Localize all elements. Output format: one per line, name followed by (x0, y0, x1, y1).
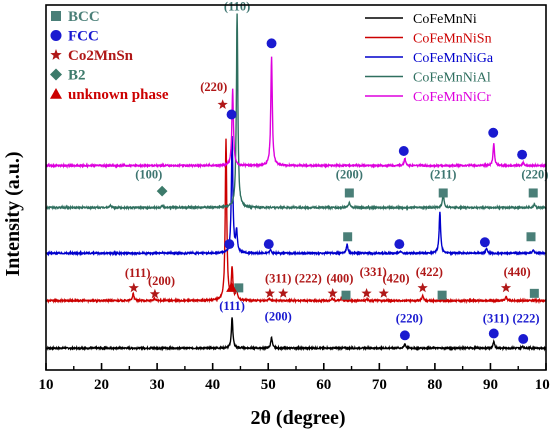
peak-marker-star (278, 288, 289, 298)
legend-label-cofemnni: CoFeMnNi (413, 12, 477, 27)
peak-marker-circle (488, 328, 499, 339)
phase-legend: BCC FCC Co2MnSn B2 unknown phase (50, 9, 169, 103)
peak-marker-circle (266, 38, 277, 49)
peak-label: (200) (265, 310, 292, 324)
peak-marker-circle (263, 239, 274, 250)
peak-marker-circle (226, 109, 237, 120)
peak-marker-square (437, 290, 447, 300)
peak-label: (440) (504, 265, 531, 279)
annotation-layer: (110)(220)(100) (200) (211) (220)(111)(200)… (125, 0, 548, 344)
peak-label: (222) (512, 312, 539, 326)
peak-marker-square (528, 188, 538, 198)
x-tick-label: 10 (39, 377, 54, 393)
peak-label: (200) (148, 274, 175, 288)
phase-symbol-unknown-phase (50, 88, 62, 99)
peak-marker-circle (398, 146, 409, 156)
peak-marker-star (128, 282, 139, 293)
peak-label: (200) (336, 167, 363, 181)
x-tick-label: 20 (94, 377, 109, 393)
peak-label: (311) (483, 312, 509, 326)
peak-marker-star (264, 288, 275, 298)
peak-marker-diamond (156, 185, 168, 197)
legend: CoFeMnNi CoFeMnNiSn CoFeMnNiGa CoFeMnNiAl Co… (365, 12, 494, 105)
peak-marker-circle (479, 237, 490, 248)
phase-symbol-co2mnsn (50, 49, 62, 60)
peak-marker-square (526, 232, 536, 242)
peak-marker-circle (224, 239, 235, 250)
peak-marker-square (341, 290, 351, 300)
x-tick-label: 70 (372, 377, 387, 393)
peak-marker-star (217, 99, 228, 109)
peak-label: (331) (360, 265, 387, 279)
series-line-cofemnnial (45, 13, 547, 212)
peak-label: (420) (382, 271, 409, 285)
peak-label: (100) (135, 167, 162, 181)
peak-marker-star (417, 282, 428, 293)
legend-label-cofemnnial: CoFeMnNiAl (413, 71, 491, 86)
series-line-cofemnnicr (45, 56, 547, 170)
series-line-cofemnniga (45, 135, 547, 257)
x-tick-label: 40 (205, 377, 220, 393)
series-line-cofemnni (45, 317, 547, 352)
x-tick-label: 30 (150, 377, 165, 393)
legend-label-cofemnniga: CoFeMnNiGa (413, 51, 494, 66)
x-tick-label: 100 (535, 377, 550, 393)
peak-label: (211) (430, 167, 456, 181)
peak-label: (422) (416, 265, 443, 279)
peak-label: (110) (224, 0, 250, 13)
phase-label-unknown-phase: unknown phase (68, 87, 169, 103)
peak-label: (220) (521, 167, 548, 181)
peak-marker-star (361, 288, 372, 298)
peak-marker-square (343, 232, 353, 242)
phase-label-bcc: BCC (68, 9, 100, 25)
phase-symbol-bcc (51, 11, 61, 21)
x-axis-label: 2θ (degree) (250, 407, 345, 429)
x-tick-label: 50 (261, 377, 276, 393)
x-tick-label: 60 (316, 377, 331, 393)
peak-marker-star (500, 282, 512, 293)
legend-label-cofemnnisn: CoFeMnNiSn (413, 32, 492, 47)
peak-label: (111) (219, 299, 245, 313)
peak-marker-square (344, 188, 354, 198)
peak-label: (400) (326, 271, 353, 285)
phase-label-fcc: FCC (68, 29, 99, 45)
peak-marker-star (327, 288, 338, 298)
peak-marker-square (234, 283, 244, 293)
peak-marker-square (438, 188, 448, 198)
peak-marker-circle (517, 149, 528, 160)
y-axis-label: Intensity (a.u.) (2, 151, 24, 276)
peak-marker-circle (394, 239, 405, 250)
x-tick-label: 90 (483, 377, 498, 393)
series-layer (45, 13, 547, 352)
peak-marker-triangle (226, 282, 237, 292)
phase-symbol-fcc (50, 30, 62, 41)
peak-marker-circle (518, 334, 529, 344)
peak-marker-star (149, 288, 160, 299)
peak-label: (220) (396, 312, 423, 326)
peak-label: (220) (200, 80, 227, 94)
peak-marker-circle (399, 330, 410, 341)
peak-label: (111) (125, 266, 151, 280)
peak-marker-square (529, 288, 539, 298)
peak-label: (311) (265, 271, 291, 285)
x-tick-label: 80 (427, 377, 442, 393)
legend-label-cofemnnicr: CoFeMnNiCr (413, 90, 491, 105)
phase-symbol-b2 (50, 68, 62, 81)
peak-marker-star (378, 288, 389, 298)
peak-label: (222) (295, 271, 322, 285)
phase-label-co2mnsn: Co2MnSn (68, 48, 134, 64)
phase-label-b2: B2 (68, 68, 86, 84)
series-line-cofemnnisn (45, 138, 547, 305)
peak-marker-circle (488, 127, 499, 138)
axis-layer: 10 20 30 40 50 60 70 80 90 100 (39, 4, 550, 393)
